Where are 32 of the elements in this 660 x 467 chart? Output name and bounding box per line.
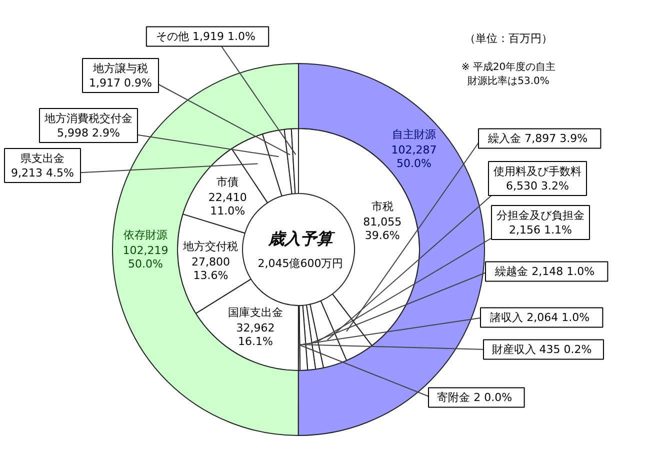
- text: ※ 平成20年度の自主財源比率は53.0%: [461, 61, 556, 87]
- data-label: 22,410 11.0%: [208, 191, 247, 218]
- slice-label: 諸収入 2,064 1.0%: [490, 311, 590, 324]
- slice-label: 寄附金 2 0.0%: [437, 391, 512, 404]
- data-label: 102,287 50.0%: [391, 144, 437, 170]
- data-label: 1,917 0.9%: [89, 76, 152, 90]
- text: 自主財源: [392, 128, 436, 142]
- data-label: 81,055 39.6%: [363, 216, 402, 242]
- text: 2,045億600万円: [258, 257, 344, 270]
- slice-label: 市債: [216, 176, 239, 189]
- slice-label: 県支出金: [20, 152, 64, 165]
- data-label: 27,800 13.6%: [192, 255, 230, 282]
- slice-label: 分担金及び負担金: [496, 208, 584, 222]
- data-label: 2,156 1.1%: [509, 223, 572, 236]
- slice-label: 繰越金 2,148 1.0%: [494, 265, 595, 278]
- data-label: 5,998 2.9%: [57, 126, 120, 140]
- data-label: 32,962 16.1%: [236, 321, 275, 348]
- slice-label: その他 1,919 1.0%: [156, 30, 256, 43]
- text: 依存財源: [124, 228, 168, 242]
- slice-label: 国庫支出金: [228, 306, 283, 319]
- slice-label: 繰入金 7,897 3.9%: [487, 132, 588, 145]
- slice-label: 地方譲与税: [92, 62, 148, 75]
- data-label: 9,213 4.5%: [11, 166, 74, 180]
- text: （単位：百万円）: [464, 32, 552, 45]
- data-label: 6,530 3.2%: [506, 179, 569, 192]
- slice-label: 地方消費税交付金: [44, 112, 132, 125]
- data-label: 102,219 50.0%: [122, 244, 168, 270]
- slice-label: 市税: [371, 200, 394, 214]
- slice-label: 使用料及び手数料: [494, 164, 582, 178]
- slice-label: 地方交付税: [182, 240, 238, 253]
- text: 歳入予算: [268, 229, 336, 248]
- slice-label: 財産収入 435 0.2%: [492, 343, 592, 356]
